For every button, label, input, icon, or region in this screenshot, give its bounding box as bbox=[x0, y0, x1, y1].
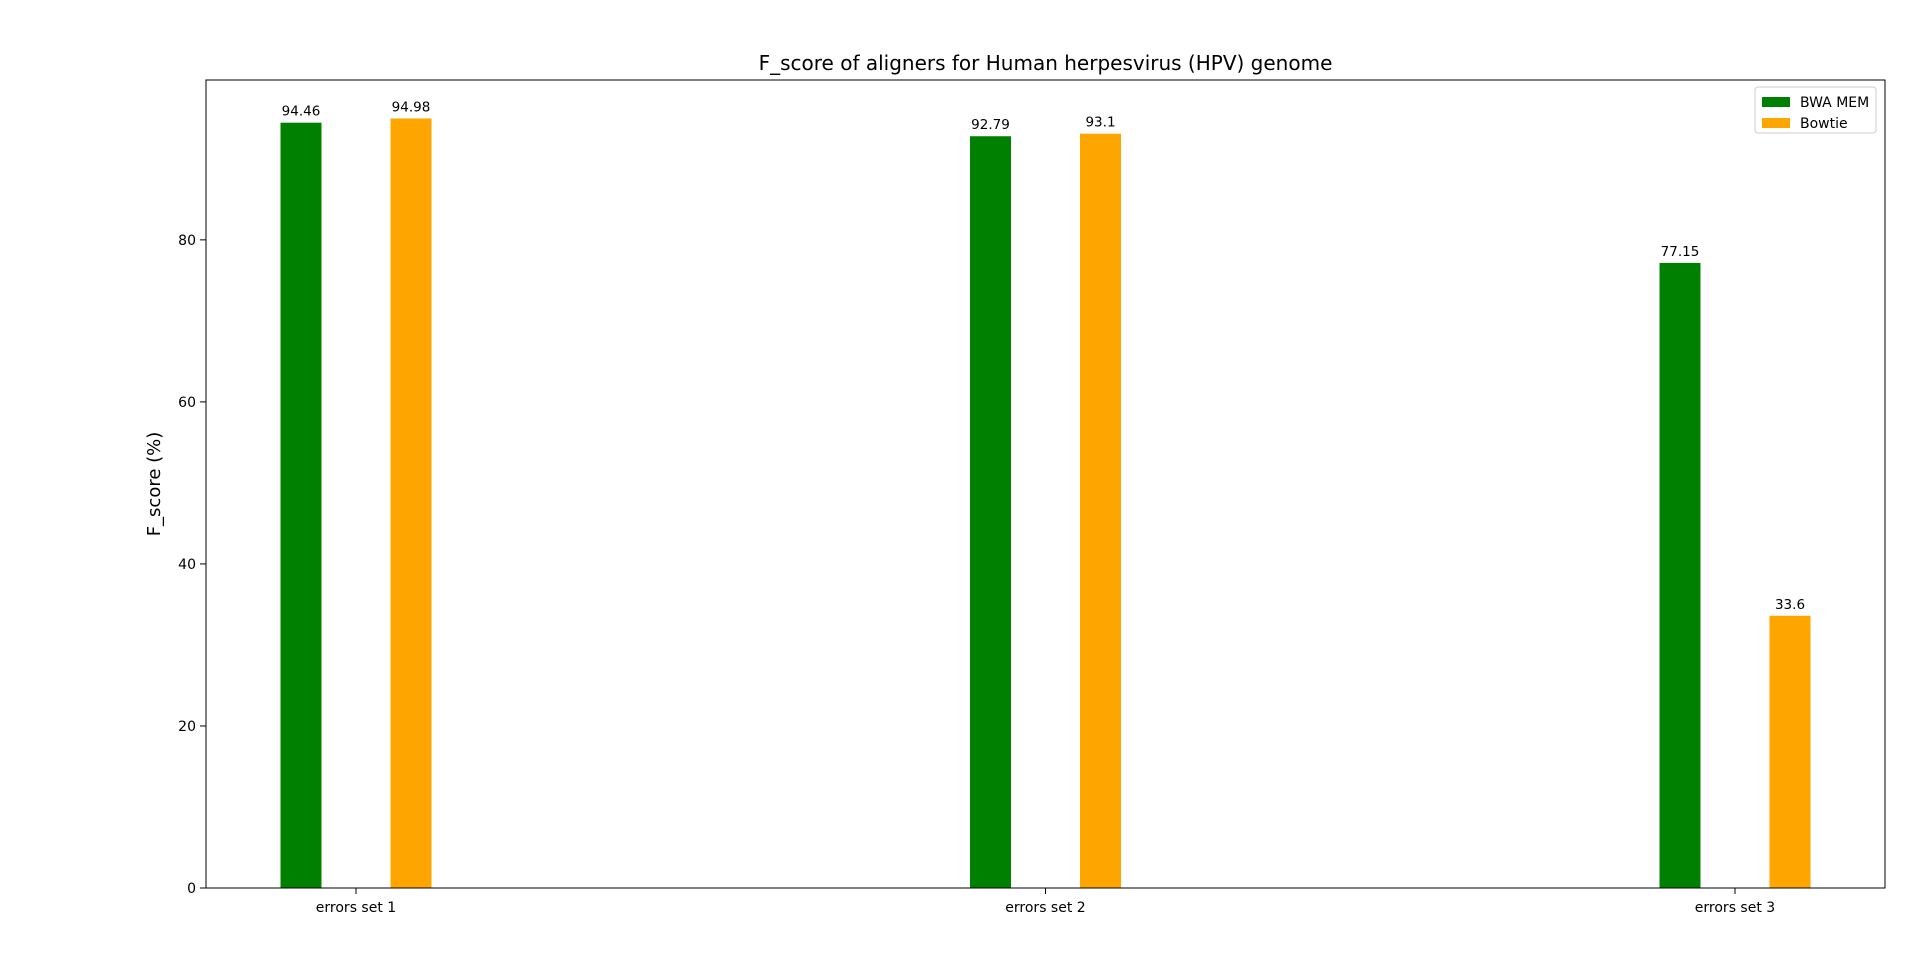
bar-0-1 bbox=[970, 136, 1011, 888]
data-label-0-1: 92.79 bbox=[971, 117, 1010, 133]
y-tick-label-3: 60 bbox=[178, 395, 196, 411]
bar-1-0 bbox=[390, 118, 432, 889]
x-tick-label-1: errors set 2 bbox=[1005, 900, 1085, 916]
legend-swatch-1 bbox=[1762, 118, 1790, 128]
legend: BWA MEM Bowtie bbox=[1754, 86, 1877, 134]
data-label-1-1: 93.1 bbox=[1085, 115, 1115, 131]
x-tick-label-0: errors set 1 bbox=[316, 900, 396, 916]
y-tick-label-0: 0 bbox=[187, 881, 196, 897]
legend-swatch-0 bbox=[1762, 97, 1790, 107]
y-tick-label-1: 20 bbox=[178, 719, 196, 735]
data-label-0-2: 77.15 bbox=[1661, 244, 1700, 260]
bar-0-2 bbox=[1659, 262, 1701, 889]
x-tick-label-2: errors set 3 bbox=[1695, 900, 1775, 916]
data-label-0-0: 94.46 bbox=[282, 104, 321, 120]
data-label-1-2: 33.6 bbox=[1775, 597, 1805, 613]
bar-1-2 bbox=[1769, 615, 1811, 888]
y-axis-label: F_score (%) bbox=[144, 432, 165, 537]
bar-0-0 bbox=[280, 122, 322, 888]
plot-frame bbox=[205, 79, 1886, 889]
data-label-1-0: 94.98 bbox=[392, 99, 431, 115]
chart-title: F_score of aligners for Human herpesviru… bbox=[759, 51, 1333, 75]
y-tick-label-2: 40 bbox=[178, 557, 196, 573]
plot-area: 94.46 94.98 92.79 93.1 77.15 33.6 bbox=[280, 99, 1811, 889]
legend-label-0: BWA MEM bbox=[1800, 95, 1869, 111]
bar-1-1 bbox=[1080, 133, 1121, 888]
legend-label-1: Bowtie bbox=[1800, 116, 1848, 132]
y-tick-label-4: 80 bbox=[178, 233, 196, 249]
